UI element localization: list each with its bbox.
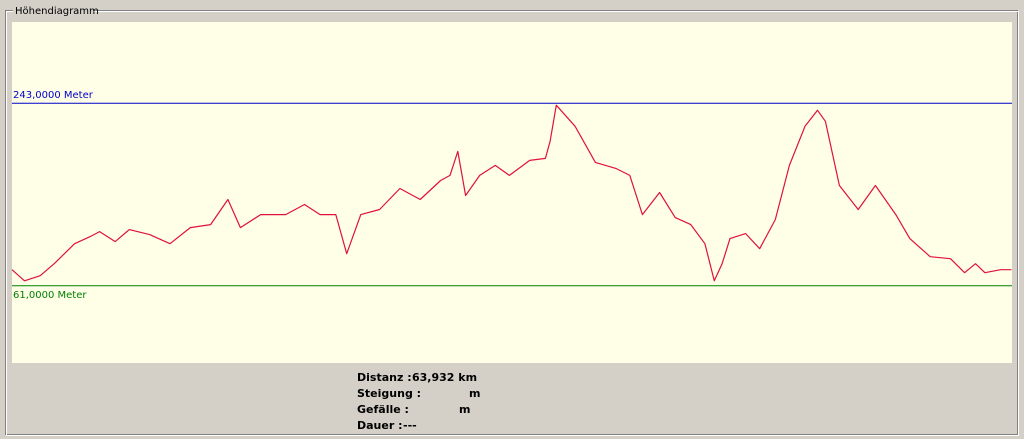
group-title-bg: [13, 5, 93, 17]
plot-area: [12, 22, 1012, 363]
stat-label: Steigung :: [357, 387, 421, 400]
group-box: [5, 10, 1018, 435]
stat-value: ---: [403, 419, 417, 432]
reference-label: 243,0000 Meter: [13, 90, 94, 101]
elevation-line: [11, 104, 1012, 282]
stat-label: Gefälle :: [357, 403, 409, 416]
stat-unit: m: [459, 403, 470, 416]
stat-unit: m: [469, 387, 480, 400]
reference-label: 61,0000 Meter: [13, 290, 87, 301]
stat-label: Dauer :: [357, 419, 403, 432]
group-title: Höhendiagramm: [15, 6, 99, 17]
group-box-highlight: [6, 11, 1019, 436]
stat-value: 63,932 km: [412, 371, 477, 384]
stat-label: Distanz :: [357, 371, 412, 384]
